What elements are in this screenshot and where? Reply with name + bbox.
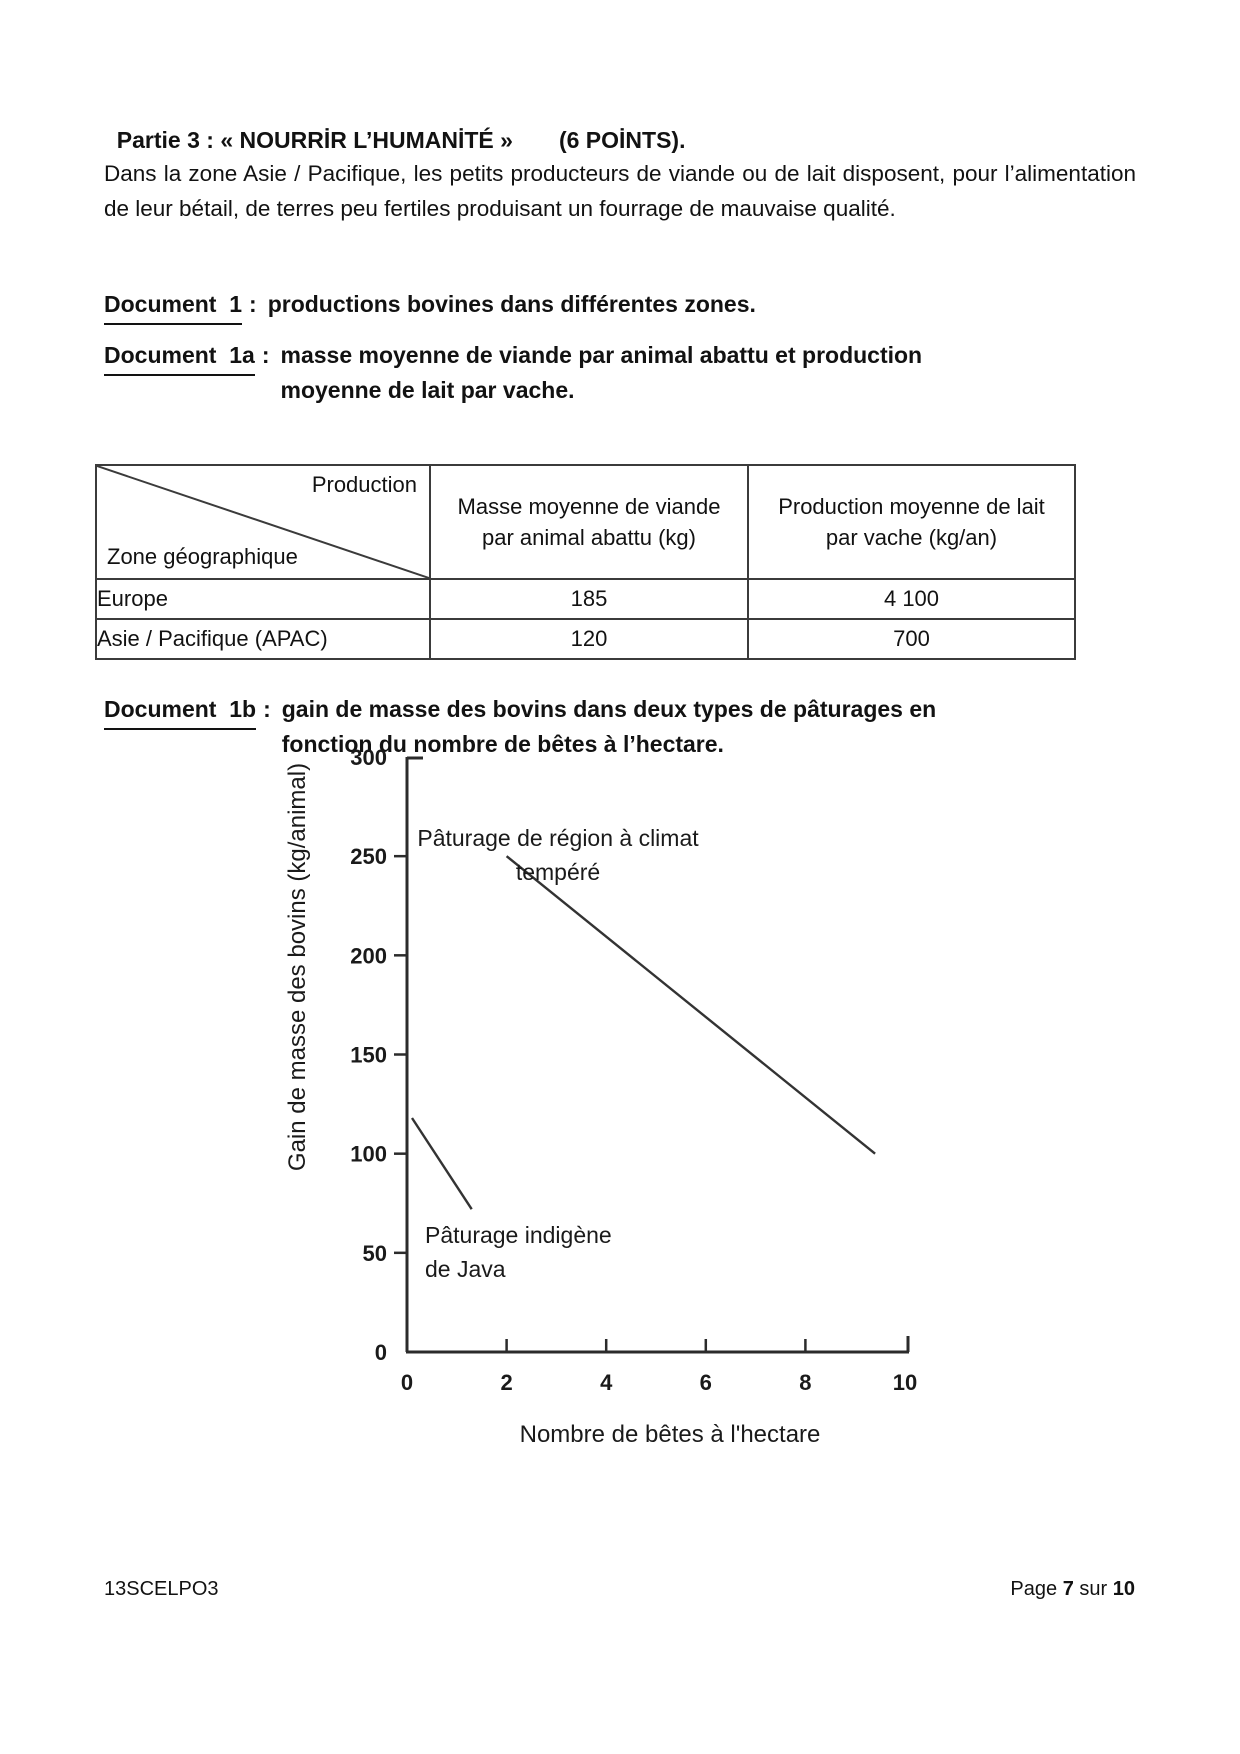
y-axis-title: Gain de masse des bovins (kg/animal) bbox=[284, 763, 311, 1171]
page-indicator: Page 7 sur 10 bbox=[1010, 1578, 1135, 1601]
table-row-europe: Europe 185 4 100 bbox=[95, 578, 1076, 620]
intro-paragraph: Dans la zone Asie / Pacifique, les petit… bbox=[104, 161, 1136, 221]
doc1b-line1: gain de masse des bovins dans deux types… bbox=[281, 696, 937, 722]
x-tick-label: 4 bbox=[600, 1370, 613, 1395]
doc1b-colon: : bbox=[263, 696, 271, 722]
part-title-text: Partie 3 : « NOURRİR L’HUMANİTÉ » bbox=[116, 127, 513, 153]
doc1b-label: Document 1b bbox=[104, 692, 257, 730]
y-tick-label: 150 bbox=[350, 1043, 387, 1068]
series-label-1: Pâturage indigène bbox=[425, 1222, 612, 1248]
page-title: Partie 3 : « NOURRİR L’HUMANİTÉ » (6 POİN… bbox=[104, 100, 686, 154]
doc1b-chart: 0 50 100 150 200 250 300 0 2 4 6 8 10 Pâturage de rég… bbox=[170, 734, 940, 1479]
doc1a-line2: moyenne de lait par vache. bbox=[280, 377, 575, 403]
table-header-row: Production Zone géographique Masse moyen… bbox=[95, 464, 1076, 580]
y-tick-label: 100 bbox=[350, 1142, 387, 1167]
doc1-text: productions bovines dans différentes zon… bbox=[267, 291, 756, 317]
corner-label-zone: Zone géographique bbox=[107, 544, 298, 569]
table-corner-cell: Production Zone géographique bbox=[95, 464, 431, 580]
y-tick-label: 250 bbox=[350, 844, 387, 869]
total-pages: 10 bbox=[1112, 1578, 1135, 1600]
lait-value-cell: 4 100 bbox=[747, 578, 1076, 620]
doc1-heading: Document 1 : productions bovines dans di… bbox=[104, 287, 756, 325]
zone-cell: Asie / Pacifique (APAC) bbox=[95, 618, 431, 660]
doc1a-colon: : bbox=[261, 342, 270, 368]
table-row-apac: Asie / Pacifique (APAC) 120 700 bbox=[95, 618, 1076, 660]
series-label-1: de Java bbox=[425, 1256, 506, 1282]
y-tick-label: 200 bbox=[350, 943, 387, 968]
doc1b-text: gain de masse des bovins dans deux types… bbox=[282, 692, 936, 762]
y-tick-label: 300 bbox=[350, 745, 387, 770]
part-title-points: (6 POİNTS). bbox=[558, 127, 686, 153]
column-header-viande: Masse moyenne de viande par animal abatt… bbox=[429, 464, 749, 580]
column-header-lait-text: Production moyenne de lait par vache (kg… bbox=[778, 494, 1045, 550]
doc1b-heading: Document 1b : gain de masse des bovins d… bbox=[104, 692, 936, 762]
pasture-weight-gain-plot: 0 50 100 150 200 250 300 0 2 4 6 8 10 Pâturage de rég… bbox=[284, 745, 917, 1448]
doc1a-label: Document 1a bbox=[104, 338, 255, 376]
x-tick-label: 6 bbox=[700, 1370, 712, 1395]
x-axis-title: Nombre de bêtes à l'hectare bbox=[520, 1421, 821, 1448]
zone-cell: Europe bbox=[95, 578, 431, 620]
document-code: 13SCELPO3 bbox=[104, 1578, 219, 1600]
viande-value-cell: 120 bbox=[429, 618, 749, 660]
x-tick-label: 0 bbox=[401, 1370, 413, 1395]
column-header-viande-text: Masse moyenne de viande par animal abatt… bbox=[457, 494, 721, 550]
series-label-0: tempéré bbox=[516, 859, 600, 885]
viande-value-cell: 185 bbox=[429, 578, 749, 620]
sur-word: sur bbox=[1079, 1578, 1108, 1600]
x-tick-label: 8 bbox=[799, 1370, 811, 1395]
column-header-lait: Production moyenne de lait par vache (kg… bbox=[747, 464, 1076, 580]
series-line-0 bbox=[505, 855, 876, 1155]
series-label-0: Pâturage de région à climat bbox=[417, 825, 699, 851]
page-number: 7 bbox=[1062, 1578, 1074, 1600]
y-tick-label: 50 bbox=[363, 1241, 387, 1266]
doc1-label: Document 1 bbox=[104, 287, 243, 325]
y-tick-label: 0 bbox=[375, 1340, 387, 1365]
doc1a-text: masse moyenne de viande par animal abatt… bbox=[281, 338, 923, 408]
doc1-colon: : bbox=[249, 291, 257, 317]
corner-label-production: Production bbox=[311, 472, 417, 497]
diagonal-divider-line bbox=[97, 466, 429, 578]
doc1b-line2: fonction du nombre de bêtes à l’hectare. bbox=[281, 731, 724, 757]
x-tick-label: 10 bbox=[893, 1370, 917, 1395]
doc1a-heading: Document 1a : masse moyenne de viande pa… bbox=[104, 338, 922, 408]
x-tick-label: 2 bbox=[500, 1370, 512, 1395]
page-word: Page bbox=[1010, 1578, 1058, 1600]
doc1a-line1: masse moyenne de viande par animal abatt… bbox=[280, 342, 923, 368]
production-table: Production Zone géographique Masse moyen… bbox=[95, 464, 1076, 660]
series-line-1 bbox=[410, 1117, 473, 1210]
lait-value-cell: 700 bbox=[747, 618, 1076, 660]
